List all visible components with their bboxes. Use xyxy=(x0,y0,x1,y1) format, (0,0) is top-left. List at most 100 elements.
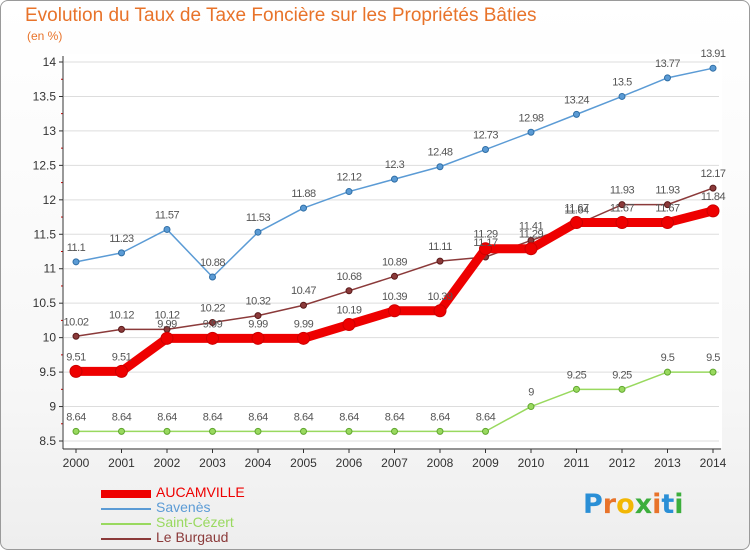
data-label: 10.39 xyxy=(382,291,407,303)
legend-label: Savenès xyxy=(156,499,211,515)
data-label: 11.23 xyxy=(109,233,134,245)
data-point xyxy=(251,331,265,345)
data-label: 12.48 xyxy=(427,147,452,159)
data-point xyxy=(206,331,219,345)
data-point xyxy=(163,225,171,233)
data-label: 9.99 xyxy=(157,318,177,330)
data-point xyxy=(709,368,717,376)
data-label: 13.24 xyxy=(564,94,589,106)
data-point xyxy=(297,331,310,345)
data-label: 10.12 xyxy=(109,309,134,321)
data-point xyxy=(69,364,83,378)
logo-letter: i xyxy=(652,489,662,520)
data-label: 9.99 xyxy=(294,318,314,330)
y-tick-label: 10.5 xyxy=(33,296,57,310)
data-label: 10.12 xyxy=(154,309,179,321)
data-label: 9.99 xyxy=(248,318,268,330)
data-point xyxy=(72,427,80,435)
x-tick-label: 2006 xyxy=(336,456,363,470)
data-point xyxy=(254,312,262,320)
data-point xyxy=(300,204,307,212)
data-point xyxy=(391,175,398,183)
data-label: 8.64 xyxy=(294,411,314,423)
data-label: 10.39 xyxy=(427,291,452,303)
y-tick-label: 9.5 xyxy=(39,365,56,379)
data-point xyxy=(433,304,447,318)
data-label: 9.5 xyxy=(706,352,720,364)
data-point xyxy=(482,427,489,435)
y-tick-label: 8.5 xyxy=(39,434,56,448)
data-point xyxy=(661,216,674,230)
data-point xyxy=(573,110,580,118)
data-label: 8.64 xyxy=(476,411,496,423)
data-label: 11.11 xyxy=(428,241,452,253)
data-label: 9.51 xyxy=(112,351,132,363)
data-point xyxy=(209,427,216,435)
data-point xyxy=(436,257,444,265)
data-point xyxy=(254,427,262,435)
data-label: 12.17 xyxy=(700,168,725,180)
x-tick-label: 2008 xyxy=(427,456,454,470)
y-tick-label: 11 xyxy=(44,262,57,276)
y-tick-label: 10 xyxy=(43,331,57,345)
plot-area xyxy=(62,54,722,448)
logo-letter: P xyxy=(583,489,603,520)
data-point xyxy=(527,403,535,411)
data-label: 11.41 xyxy=(519,220,544,232)
data-point xyxy=(300,301,307,309)
x-tick-label: 2001 xyxy=(108,456,135,470)
data-point xyxy=(664,201,671,209)
data-label: 13.5 xyxy=(612,76,632,88)
data-point xyxy=(72,332,80,340)
data-point xyxy=(163,427,171,435)
data-label: 11.67 xyxy=(655,203,680,215)
data-point xyxy=(573,385,580,393)
data-point xyxy=(118,249,125,257)
data-point xyxy=(436,163,444,171)
data-label: 10.19 xyxy=(336,305,361,317)
y-tick-label: 12 xyxy=(43,193,57,207)
data-label: 11.84 xyxy=(701,191,726,203)
logo-letter: i xyxy=(674,489,684,520)
data-label: 11.53 xyxy=(246,212,271,224)
data-label: 11.88 xyxy=(291,188,316,200)
data-point xyxy=(709,64,717,72)
chart-title: Evolution du Taux de Taxe Foncière sur l… xyxy=(25,5,537,26)
data-label: 10.89 xyxy=(382,256,407,268)
legend-label: AUCAMVILLE xyxy=(156,484,245,500)
x-tick-label: 2010 xyxy=(518,456,545,470)
x-tick-label: 2007 xyxy=(381,456,408,470)
data-label: 8.64 xyxy=(339,411,359,423)
data-label: 9 xyxy=(528,387,534,399)
data-point xyxy=(72,258,80,266)
data-point xyxy=(618,201,626,209)
data-point xyxy=(482,146,489,154)
data-label: 11.67 xyxy=(610,203,635,215)
x-tick-label: 2009 xyxy=(472,456,499,470)
data-label: 8.64 xyxy=(157,411,177,423)
data-point xyxy=(345,287,353,295)
y-tick-label: 13.5 xyxy=(33,89,57,103)
data-label: 8.64 xyxy=(385,411,405,423)
data-label: 9.25 xyxy=(612,369,632,381)
data-point xyxy=(391,427,398,435)
x-tick-label: 2003 xyxy=(199,456,226,470)
logo-letter: o xyxy=(616,489,635,520)
data-label: 9.25 xyxy=(567,369,587,381)
data-label: 10.68 xyxy=(336,271,361,283)
x-tick-label: 2002 xyxy=(154,456,181,470)
data-point xyxy=(345,427,353,435)
legend-swatch xyxy=(101,490,151,498)
logo-letter: t xyxy=(661,489,675,520)
data-label: 13.91 xyxy=(700,48,725,60)
data-label: 11.1 xyxy=(67,242,86,254)
x-tick-label: 2011 xyxy=(564,456,590,470)
x-tick-label: 2005 xyxy=(290,456,317,470)
data-point xyxy=(664,368,671,376)
data-point xyxy=(615,216,629,230)
legend-swatch xyxy=(101,508,151,510)
data-point xyxy=(709,184,717,192)
data-point xyxy=(118,325,125,333)
